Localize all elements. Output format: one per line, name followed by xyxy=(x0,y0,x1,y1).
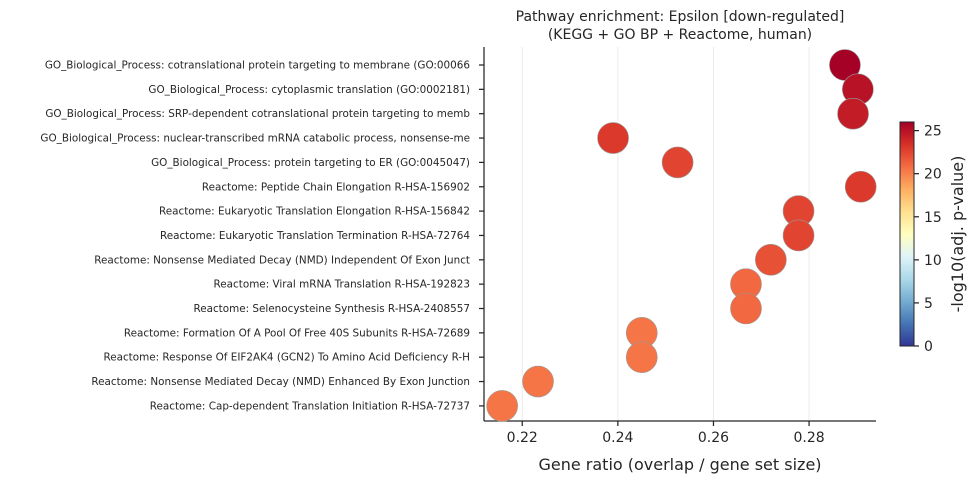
y-tick-label: Reactome: Nonsense Mediated Decay (NMD) … xyxy=(94,254,470,266)
colorbar-tick-label: 25 xyxy=(924,124,942,140)
data-point xyxy=(755,243,787,276)
y-tick-label: Reactome: Cap-dependent Translation Init… xyxy=(150,400,470,412)
y-tick-label: Reactome: Response Of EIF2AK4 (GCN2) To … xyxy=(103,352,470,364)
data-points xyxy=(486,49,877,422)
x-tick-label: 0.24 xyxy=(602,430,633,446)
x-tick-label: 0.22 xyxy=(507,430,538,446)
x-tick-label: 0.26 xyxy=(698,430,729,446)
axes xyxy=(483,47,876,422)
colorbar-gradient xyxy=(899,121,915,347)
data-point xyxy=(837,97,869,130)
y-tick-label: Reactome: Nonsense Mediated Decay (NMD) … xyxy=(91,376,470,388)
colorbar-ticks: 0 5 10 15 20 25 xyxy=(914,124,942,355)
data-point xyxy=(844,170,877,203)
y-tick-label: GO_Biological_Process: cytoplasmic trans… xyxy=(148,84,470,96)
colorbar-tick-label: 5 xyxy=(924,296,933,312)
data-point xyxy=(661,146,694,179)
colorbar: 0 5 10 15 20 25 -log10(adj. p-value) xyxy=(899,121,967,355)
data-point xyxy=(625,341,658,374)
colorbar-tick-label: 20 xyxy=(924,167,942,183)
y-tick-label: GO_Biological_Process: SRP-dependent cot… xyxy=(45,108,470,120)
x-axis-label: Gene ratio (overlap / gene set size) xyxy=(538,455,821,474)
colorbar-tick-label: 0 xyxy=(924,339,933,355)
data-point xyxy=(486,390,518,422)
y-tick-label: GO_Biological_Process: protein targeting… xyxy=(151,157,470,169)
chart-title: Pathway enrichment: Epsilon [down-regula… xyxy=(516,9,845,25)
colorbar-label: -log10(adj. p-value) xyxy=(948,156,967,313)
data-point xyxy=(522,365,554,398)
y-tick-label: Reactome: Eukaryotic Translation Termina… xyxy=(160,230,470,242)
y-tick-label: Reactome: Eukaryotic Translation Elongat… xyxy=(159,206,470,218)
chart-subtitle: (KEGG + GO BP + Reactome, human) xyxy=(548,27,812,43)
data-point xyxy=(730,292,762,325)
colorbar-tick-label: 15 xyxy=(924,210,942,226)
y-tick-label: GO_Biological_Process: nuclear-transcrib… xyxy=(40,133,470,145)
data-point xyxy=(597,122,629,154)
data-point xyxy=(782,219,815,252)
colorbar-tick-label: 10 xyxy=(924,253,942,269)
y-tick-label: GO_Biological_Process: cotranslational p… xyxy=(45,60,470,72)
y-tick-label: Reactome: Peptide Chain Elongation R-HSA… xyxy=(202,181,470,193)
grid-lines xyxy=(521,47,810,421)
x-tick-label: 0.28 xyxy=(793,430,824,446)
y-tick-label: Reactome: Selenocysteine Synthesis R-HSA… xyxy=(193,303,470,315)
x-tick-labels: 0.22 0.24 0.26 0.28 xyxy=(507,421,825,446)
y-tick-label: Reactome: Viral mRNA Translation R-HSA-1… xyxy=(214,279,470,291)
y-tick-label: Reactome: Formation Of A Pool Of Free 40… xyxy=(124,327,470,339)
y-tick-labels: GO_Biological_Process: cotranslational p… xyxy=(40,60,484,412)
